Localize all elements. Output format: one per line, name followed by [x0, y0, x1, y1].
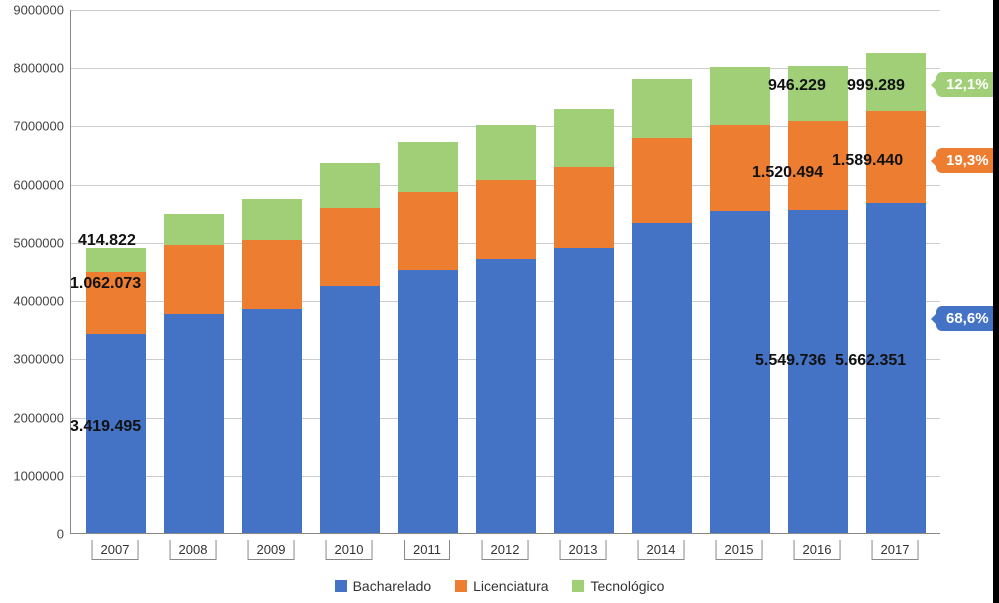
legend-label: Tecnológico — [590, 578, 664, 594]
ytick-label: 3000000 — [4, 352, 64, 367]
bar-seg-licenciatura — [242, 240, 302, 309]
legend: Bacharelado Licenciatura Tecnológico — [0, 578, 999, 595]
xtick-label: 2015 — [716, 540, 763, 560]
datalabel-2016-licenciatura: 1.520.494 — [752, 164, 823, 182]
bar-seg-licenciatura — [476, 180, 536, 259]
xtick-label: 2010 — [326, 540, 373, 560]
bar-seg-tecnologico — [476, 125, 536, 180]
legend-item-licenciatura: Licenciatura — [455, 578, 549, 594]
bar-seg-tecnologico — [398, 142, 458, 191]
ytick-label: 7000000 — [4, 119, 64, 134]
bar-seg-tecnologico — [554, 109, 614, 167]
right-edge — [993, 0, 999, 603]
datalabel-2007-tecnologico: 414.822 — [78, 232, 136, 250]
bar-seg-bacharelado — [632, 223, 692, 533]
bar-seg-tecnologico — [320, 163, 380, 208]
bar-seg-licenciatura — [398, 192, 458, 271]
datalabel-2016-tecnologico: 946.229 — [768, 77, 826, 95]
callout-tecnologico: 12,1% — [936, 72, 999, 97]
legend-item-bacharelado: Bacharelado — [335, 578, 432, 594]
bar-seg-licenciatura — [164, 245, 224, 313]
bar-seg-licenciatura — [632, 138, 692, 224]
xtick-label: 2008 — [170, 540, 217, 560]
swatch-tecnologico — [572, 580, 584, 592]
legend-item-tecnologico: Tecnológico — [572, 578, 664, 594]
callout-bacharelado: 68,6% — [936, 306, 999, 331]
bar-seg-tecnologico — [632, 79, 692, 137]
swatch-licenciatura — [455, 580, 467, 592]
chart-container: 0 1000000 2000000 3000000 4000000 5000000 6000… — [0, 0, 999, 603]
bar-seg-tecnologico — [86, 248, 146, 272]
xtick-label: 2011 — [404, 540, 450, 560]
bar-seg-bacharelado — [710, 211, 770, 533]
bar-seg-bacharelado — [554, 248, 614, 533]
swatch-bacharelado — [335, 580, 347, 592]
xtick-label: 2012 — [482, 540, 529, 560]
datalabel-2007-bacharelado: 3.419.495 — [70, 418, 141, 436]
legend-label: Licenciatura — [473, 578, 549, 594]
datalabel-2007-licenciatura: 1.062.073 — [70, 275, 141, 293]
bar-seg-bacharelado — [476, 259, 536, 533]
bar-seg-bacharelado — [320, 286, 380, 533]
xtick-label: 2017 — [872, 540, 919, 560]
ytick-label: 5000000 — [4, 235, 64, 250]
datalabel-2017-licenciatura: 1.589.440 — [832, 152, 903, 170]
xtick-label: 2007 — [92, 540, 139, 560]
xtick-label: 2009 — [248, 540, 295, 560]
bar-seg-tecnologico — [164, 214, 224, 245]
xtick-label: 2014 — [638, 540, 685, 560]
bar-seg-tecnologico — [710, 67, 770, 125]
ytick-label: 6000000 — [4, 177, 64, 192]
bar-seg-bacharelado — [788, 210, 848, 533]
ytick-label: 9000000 — [4, 3, 64, 18]
callout-licenciatura: 19,3% — [936, 148, 999, 173]
bar-seg-bacharelado — [398, 270, 458, 533]
legend-label: Bacharelado — [353, 578, 432, 594]
datalabel-2016-bacharelado: 5.549.736 — [755, 352, 826, 370]
ytick-label: 4000000 — [4, 294, 64, 309]
ytick-label: 2000000 — [4, 410, 64, 425]
bar-seg-licenciatura — [554, 167, 614, 248]
xtick-label: 2013 — [560, 540, 607, 560]
ytick-label: 0 — [4, 527, 64, 542]
ytick-label: 1000000 — [4, 468, 64, 483]
xtick-label: 2016 — [794, 540, 841, 560]
gridline — [71, 10, 940, 11]
bar-seg-bacharelado — [242, 309, 302, 533]
datalabel-2017-tecnologico: 999.289 — [847, 77, 905, 95]
ytick-label: 8000000 — [4, 61, 64, 76]
datalabel-2017-bacharelado: 5.662.351 — [835, 352, 906, 370]
bar-seg-bacharelado — [164, 314, 224, 533]
bar-seg-licenciatura — [320, 208, 380, 286]
bar-seg-tecnologico — [242, 199, 302, 240]
